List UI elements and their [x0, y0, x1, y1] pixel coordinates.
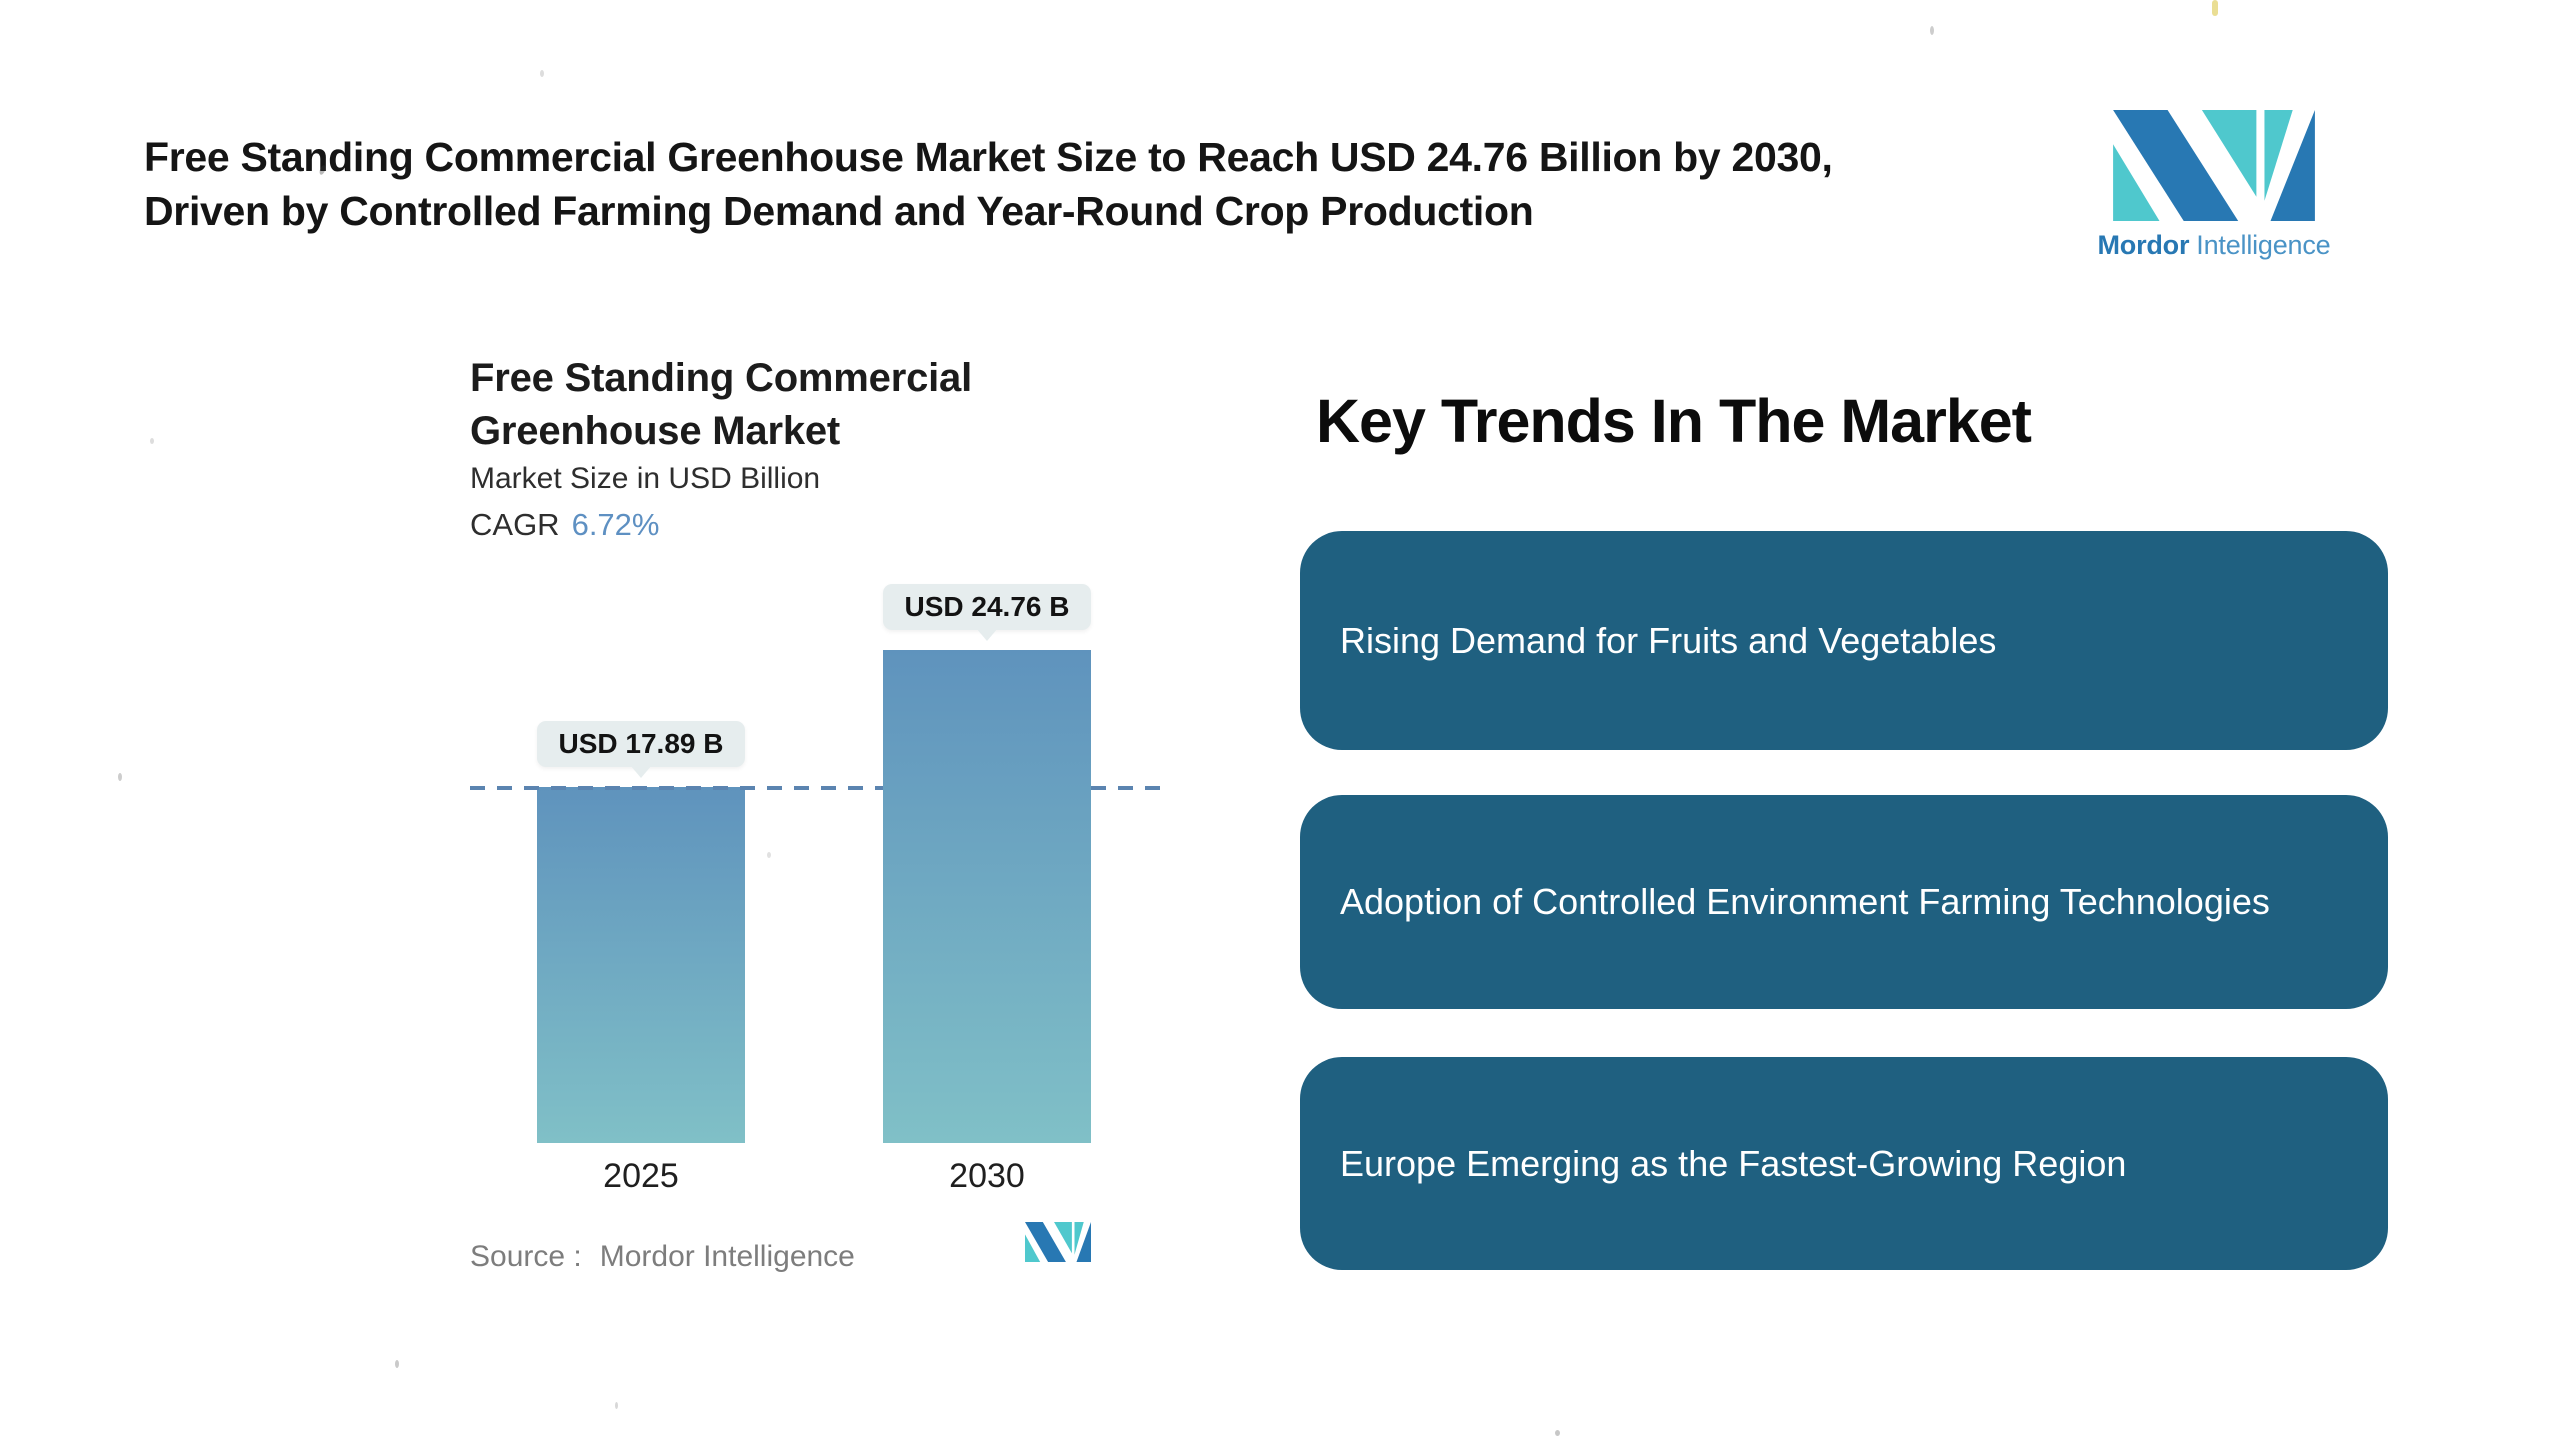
source-label: Source :	[470, 1240, 582, 1273]
cagr-label: CAGR	[470, 507, 560, 542]
chart-title: Free Standing Commercial Greenhouse Mark…	[470, 356, 972, 453]
page-title-line2: Driven by Controlled Farming Demand and …	[144, 188, 1534, 234]
page-title-line1: Free Standing Commercial Greenhouse Mark…	[144, 134, 1833, 180]
trend-card-text: Adoption of Controlled Environment Farmi…	[1340, 881, 2270, 923]
trend-card-2: Adoption of Controlled Environment Farmi…	[1300, 795, 2388, 1009]
cagr-value: 6.72%	[571, 507, 660, 542]
trend-card-1: Rising Demand for Fruits and Vegetables	[1300, 531, 2388, 750]
page-title: Free Standing Commercial Greenhouse Mark…	[144, 130, 2104, 238]
value-callout: USD 24.76 B	[883, 584, 1091, 641]
mordor-logo-small-icon	[1025, 1222, 1091, 1262]
brand-name-light: Intelligence	[2196, 230, 2331, 260]
trends-heading: Key Trends In The Market	[1316, 387, 2032, 455]
bar	[883, 650, 1091, 1143]
trend-card-text: Europe Emerging as the Fastest-Growing R…	[1340, 1142, 2127, 1184]
bar	[537, 787, 745, 1143]
source-row: Source : Mordor Intelligence	[470, 1240, 855, 1274]
chart-cagr: CAGR 6.72%	[470, 507, 659, 543]
bar-chart: USD 17.89 B 2025 USD 24.76 B 2030	[470, 560, 1170, 1195]
baseline-dash	[470, 786, 1168, 790]
brand-name-bold: Mordor	[2097, 230, 2190, 260]
source-value: Mordor Intelligence	[599, 1240, 855, 1273]
trend-card-3: Europe Emerging as the Fastest-Growing R…	[1300, 1057, 2388, 1270]
chart-subtitle: Market Size in USD Billion	[470, 462, 821, 495]
brand-logo: Mordor Intelligence	[2089, 110, 2339, 261]
brand-name: Mordor Intelligence	[2089, 230, 2339, 261]
x-axis-label-2030: 2030	[949, 1157, 1025, 1195]
mordor-logo-icon	[2113, 110, 2315, 221]
value-callout: USD 17.89 B	[537, 721, 745, 778]
x-axis-label-2025: 2025	[603, 1157, 679, 1195]
trend-card-text: Rising Demand for Fruits and Vegetables	[1340, 619, 1997, 661]
